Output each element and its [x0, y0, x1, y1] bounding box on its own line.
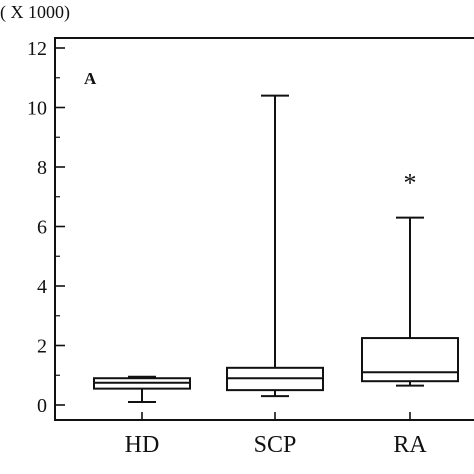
box-hd	[93, 375, 191, 404]
iqr-box	[361, 337, 459, 383]
y-tick-label: 4	[37, 276, 47, 298]
box-scp	[226, 94, 324, 398]
y-tick-label: 10	[27, 98, 47, 120]
box-series: *	[93, 94, 459, 404]
y-axis: 0 2 4 6 8 10 12	[27, 38, 65, 417]
box-ra: *	[361, 169, 459, 387]
significance-annotation: *	[404, 169, 417, 198]
x-axis: HD SCP RA	[125, 412, 427, 458]
panel-label: A	[84, 69, 97, 88]
x-tick-label: SCP	[254, 432, 297, 458]
x-tick-label: RA	[393, 432, 427, 458]
x-tick-label: HD	[125, 432, 160, 458]
plot-frame	[54, 37, 474, 421]
y-tick-label: 2	[37, 336, 47, 358]
y-tick-label: 0	[37, 395, 47, 417]
y-tick-label: 6	[37, 217, 47, 239]
y-multiplier-label: ( X 1000)	[0, 2, 70, 22]
y-tick-label: 12	[27, 38, 47, 60]
y-tick-label: 8	[37, 157, 47, 179]
